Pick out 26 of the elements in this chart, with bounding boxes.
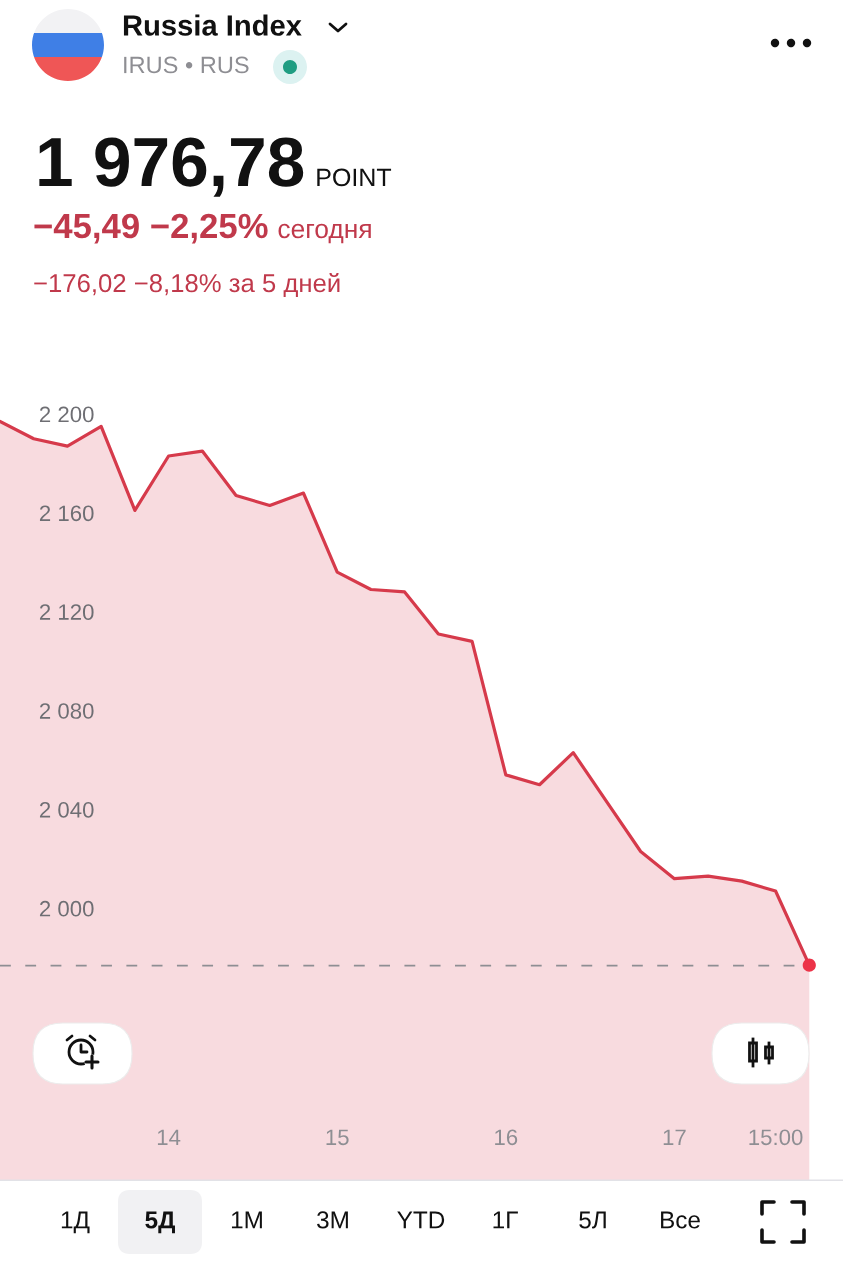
text: 1М: [231, 1211, 262, 1229]
y-tick-label: 2 000: [39, 900, 94, 917]
x-tick-label: 17: [663, 1129, 686, 1145]
text: 1Д: [61, 1211, 90, 1234]
text: YTD: [397, 1211, 445, 1229]
chart-subtitle: IRUS • RUS: [124, 56, 249, 74]
y-tick-label: 2 080: [39, 703, 94, 719]
text: Все: [661, 1211, 700, 1229]
text: 3М: [317, 1211, 348, 1229]
text: сегодня: [278, 223, 371, 244]
chart-title: Russia Index: [123, 14, 302, 36]
x-tick-label: 16: [495, 1129, 518, 1146]
text: 5Д: [145, 1211, 175, 1234]
text: POINT: [317, 168, 392, 187]
text: −176,02 −8,18% за 5 дней: [34, 272, 340, 298]
y-tick-label: 2 120: [39, 604, 94, 620]
y-tick-label: 2 200: [39, 406, 94, 423]
x-tick-label: 15: [326, 1129, 349, 1146]
text: −45,49 −2,25%: [34, 213, 268, 244]
text: 5Л: [579, 1211, 606, 1229]
text: 1 976,78: [39, 137, 304, 197]
x-tick-label: 15:00: [749, 1129, 803, 1146]
y-tick-label: 2 160: [39, 505, 94, 522]
y-tick-label: 2 040: [39, 801, 94, 818]
text: 1Г: [493, 1211, 518, 1229]
x-tick-label: 14: [157, 1129, 181, 1145]
